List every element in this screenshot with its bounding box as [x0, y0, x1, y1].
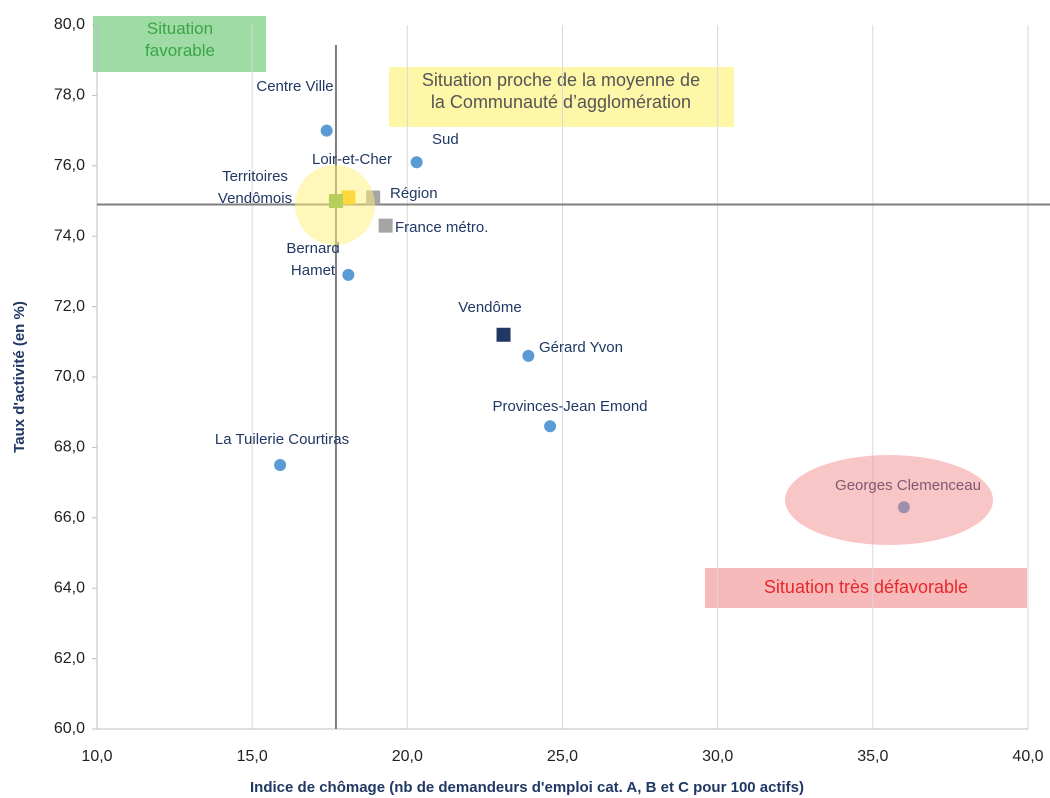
highlight — [295, 165, 375, 245]
y-tick-label: 68,0 — [54, 439, 85, 456]
y-tick-label: 74,0 — [54, 227, 85, 244]
point-label: France métro. — [395, 219, 488, 236]
point-label: Loir-et-Cher — [312, 151, 392, 168]
average-box — [389, 67, 734, 127]
highlight — [785, 455, 993, 545]
point-label: La Tuilerie Courtiras — [215, 431, 349, 448]
y-tick-label: 64,0 — [54, 579, 85, 596]
y-tick-label: 60,0 — [54, 720, 85, 737]
x-tick-label: 35,0 — [857, 748, 888, 765]
point-label: Sud — [432, 131, 459, 148]
x-tick-label: 25,0 — [547, 748, 578, 765]
marker — [496, 327, 511, 342]
marker — [342, 268, 355, 281]
marker — [274, 459, 287, 471]
point-label: Centre Ville — [256, 78, 333, 95]
x-tick-label: 10,0 — [81, 748, 112, 765]
annotation: Situation très défavorable — [764, 577, 968, 597]
marker — [410, 156, 423, 169]
annotation: Situation favorable — [145, 19, 215, 60]
x-tick-label: 15,0 — [237, 748, 268, 765]
x-tick-label: 30,0 — [702, 748, 733, 765]
y-tick-label: 70,0 — [54, 368, 85, 385]
x-tick-label: 20,0 — [392, 748, 423, 765]
point-label: Provinces-Jean Emond — [492, 398, 647, 415]
y-tick-label: 78,0 — [54, 87, 85, 104]
point-label: Gérard Yvon — [539, 339, 623, 356]
unfavorable-box — [705, 568, 1027, 608]
point-label: Territoires Vendômois — [218, 168, 292, 207]
marker — [320, 124, 333, 137]
y-tick-label: 66,0 — [54, 509, 85, 526]
x-tick-label: 40,0 — [1012, 748, 1043, 765]
y-tick-label: 62,0 — [54, 650, 85, 667]
point-label: Georges Clemenceau — [835, 477, 981, 494]
marker — [522, 349, 535, 362]
marker — [378, 218, 393, 233]
point-label: Bernard Hamet — [286, 240, 339, 279]
point-label: Vendôme — [458, 299, 521, 316]
annotation: Situation proche de la moyenne de la Comm… — [422, 70, 700, 112]
y-axis-title: Taux d'activité (en %) — [11, 301, 28, 453]
x-axis-title: Indice de chômage (nb de demandeurs d'em… — [250, 779, 804, 796]
marker — [544, 420, 557, 433]
y-tick-label: 72,0 — [54, 298, 85, 315]
marker — [897, 501, 910, 514]
y-tick-label: 76,0 — [54, 157, 85, 174]
favorable-box — [93, 16, 266, 72]
y-tick-label: 80,0 — [54, 16, 85, 33]
point-label: Région — [390, 185, 438, 202]
